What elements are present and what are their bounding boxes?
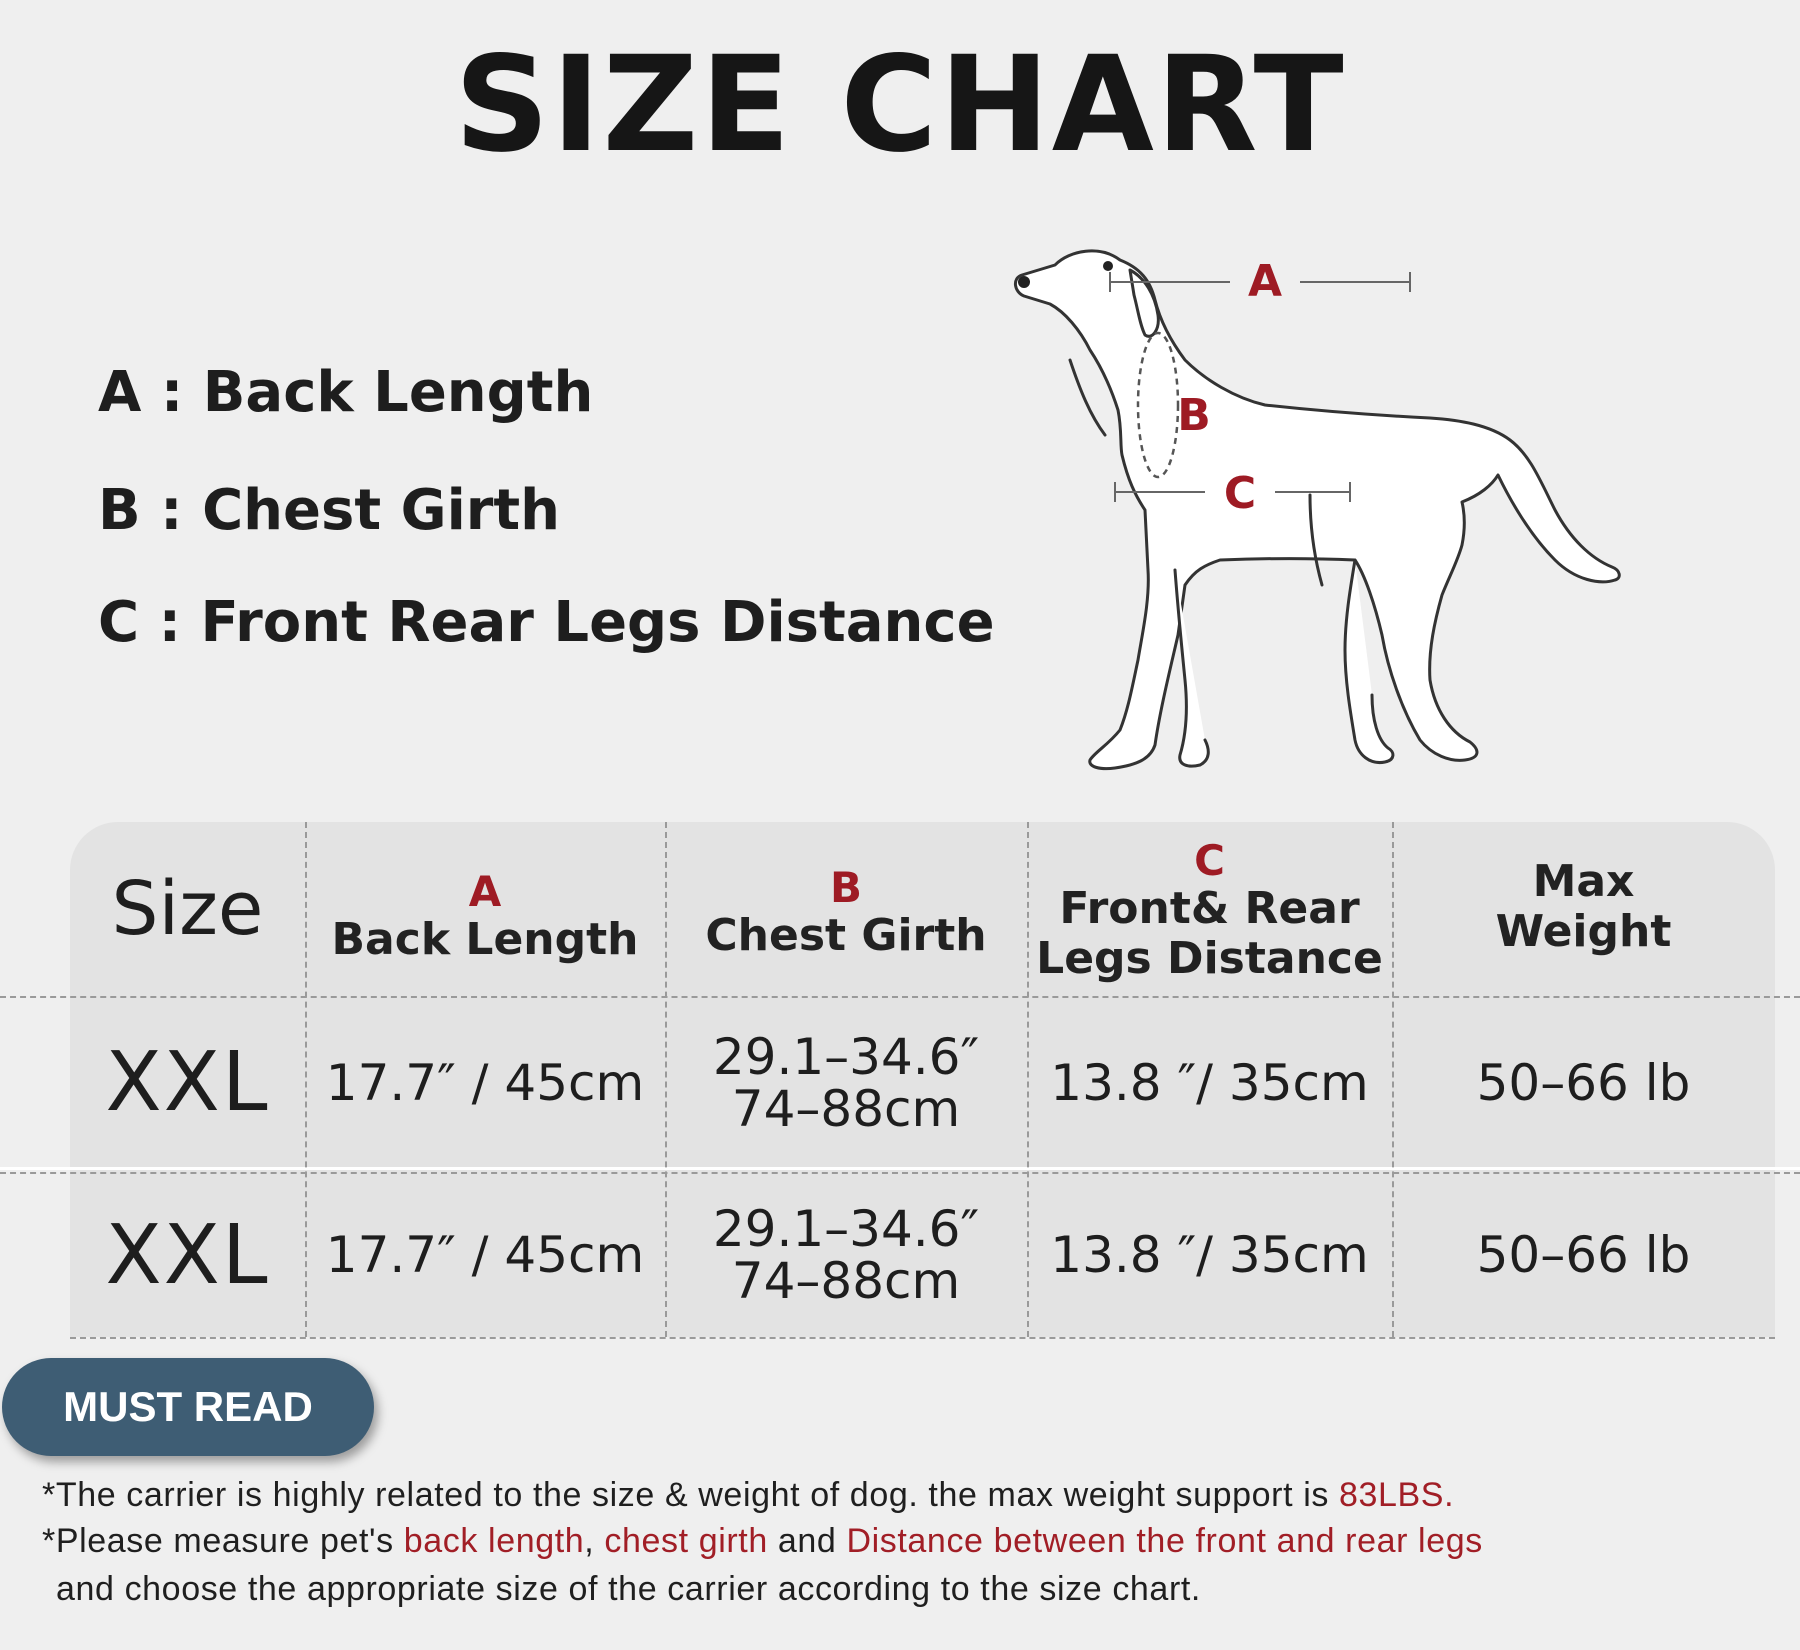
dog-measurement-diagram: A B C (1014, 249, 1621, 771)
size-table (70, 822, 1775, 1337)
header-legs-distance: C Front& Rear Legs Distance (1036, 836, 1383, 984)
header-max-weight: Max Weight (1495, 856, 1672, 957)
table-divider (1392, 822, 1394, 1337)
cell-max-weight: 50–66 lb (1476, 1053, 1691, 1112)
table-divider (0, 996, 1800, 998)
legend-chest-girth: B : Chest Girth (98, 478, 561, 543)
cell-max-weight: 50–66 lb (1476, 1226, 1691, 1284)
table-divider (1027, 822, 1029, 1337)
header-chest-girth: B Chest Girth (705, 863, 987, 961)
table-row: XXL (105, 1207, 270, 1303)
cell-legs-distance: 13.8 ″/ 35cm (1050, 1226, 1369, 1284)
cell-back-length: 17.7″ / 45cm (325, 1226, 645, 1284)
table-divider (70, 1337, 1775, 1339)
diagram-label-c: C (1224, 468, 1256, 519)
legend-back-length: A : Back Length (98, 360, 594, 425)
table-row: XXL (105, 1035, 270, 1130)
header-size: Size (111, 866, 264, 952)
table-divider (0, 1172, 1800, 1174)
diagram-label-b: B (1177, 390, 1211, 441)
note-line-3: and choose the appropriate size of the c… (56, 1570, 1201, 1608)
note-line-1: *The carrier is highly related to the si… (42, 1476, 1455, 1514)
cell-chest-girth: 29.1–34.6″ 74–88cm (712, 1027, 980, 1138)
dog-silhouette (1014, 249, 1621, 771)
cell-legs-distance: 13.8 ″/ 35cm (1050, 1053, 1369, 1112)
note-line-2: *Please measure pet's back length, chest… (42, 1522, 1483, 1560)
cell-chest-girth: 29.1–34.6″ 74–88cm (712, 1200, 980, 1310)
cell-back-length: 17.7″ / 45cm (325, 1053, 645, 1112)
legend-legs-distance: C : Front Rear Legs Distance (98, 590, 995, 655)
must-read-badge: MUST READ (2, 1358, 374, 1456)
table-divider (305, 822, 307, 1337)
table-divider (665, 822, 667, 1337)
table-divider (0, 1167, 1800, 1170)
header-back-length: A Back Length (331, 867, 639, 965)
diagram-label-a: A (1248, 256, 1282, 307)
page-title: SIZE CHART (454, 28, 1346, 182)
